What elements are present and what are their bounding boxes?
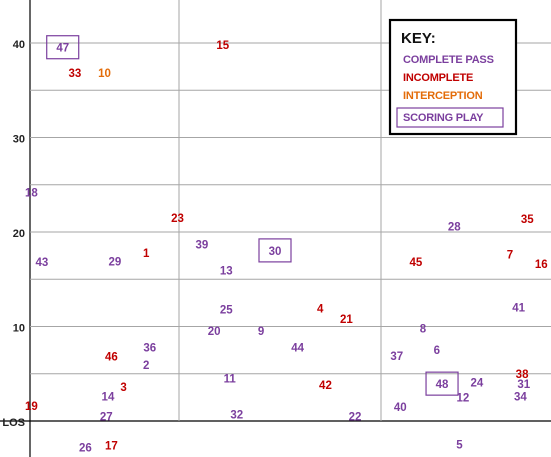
play-marker-complete: 27 <box>100 411 113 423</box>
y-tick-label: 40 <box>13 39 25 51</box>
legend-entry-complete: COMPLETE PASS <box>403 54 494 66</box>
play-marker-incomplete: 17 <box>105 441 118 453</box>
scoring-play-box <box>46 35 80 60</box>
play-marker-incomplete: 45 <box>410 257 423 269</box>
play-marker-complete: 25 <box>220 304 233 316</box>
play-marker-complete: 14 <box>102 391 115 403</box>
play-marker-complete: 28 <box>448 221 461 233</box>
play-marker-complete: 5 <box>456 440 463 452</box>
legend-entry-scoring: SCORING PLAY <box>403 112 484 124</box>
play-marker-complete: 2 <box>143 360 149 372</box>
play-marker-complete: 36 <box>143 342 156 354</box>
play-marker-incomplete: 38 <box>516 369 529 381</box>
play-marker-incomplete: 15 <box>216 40 229 52</box>
play-marker-complete: 48 <box>436 379 449 391</box>
legend-title: KEY: <box>401 30 436 47</box>
play-marker-incomplete: 3 <box>120 382 126 394</box>
play-marker-complete: 12 <box>457 392 470 404</box>
play-marker-incomplete: 42 <box>319 380 332 392</box>
play-marker-complete: 26 <box>79 442 92 454</box>
play-marker-incomplete: 1 <box>143 248 150 260</box>
scoring-play-box <box>258 238 292 263</box>
play-marker-complete: 30 <box>269 246 282 258</box>
play-marker-complete: 39 <box>196 239 209 251</box>
play-marker-complete: 32 <box>230 409 243 421</box>
play-marker-complete: 29 <box>109 256 122 268</box>
play-marker-complete: 24 <box>470 377 483 389</box>
y-tick-label: LOS <box>2 417 25 429</box>
play-marker-complete: 6 <box>434 345 440 357</box>
play-marker-complete: 31 <box>517 379 530 391</box>
play-marker-incomplete: 19 <box>25 401 38 413</box>
play-marker-complete: 13 <box>220 266 233 278</box>
play-marker-complete: 43 <box>35 257 48 269</box>
legend-entry-incomplete: INCOMPLETE <box>403 72 473 84</box>
play-marker-incomplete: 46 <box>105 352 118 364</box>
play-marker-complete: 11 <box>224 373 237 385</box>
play-marker-incomplete: 33 <box>69 68 82 80</box>
play-marker-complete: 22 <box>349 411 362 423</box>
play-marker-complete: 8 <box>420 323 427 335</box>
play-marker-incomplete: 7 <box>507 250 513 262</box>
y-tick-label: 20 <box>13 228 25 240</box>
play-marker-complete: 9 <box>258 326 264 338</box>
y-tick-label: 10 <box>13 323 25 335</box>
legend-entry-interception: INTERCEPTION <box>403 90 483 102</box>
play-marker-complete: 40 <box>394 402 407 414</box>
play-marker-incomplete: 21 <box>340 314 353 326</box>
play-marker-complete: 18 <box>25 187 38 199</box>
play-marker-incomplete: 16 <box>535 259 548 271</box>
play-marker-incomplete: 35 <box>521 214 534 226</box>
play-marker-complete: 41 <box>512 303 525 315</box>
play-marker-incomplete: 23 <box>171 213 184 225</box>
play-marker-interception: 10 <box>98 68 111 80</box>
scoring-play-box <box>425 371 459 396</box>
play-marker-complete: 47 <box>56 43 69 55</box>
play-marker-incomplete: 4 <box>317 304 324 316</box>
legend-box <box>388 18 518 136</box>
y-tick-label: 30 <box>13 134 25 146</box>
legend-scoring-swatch <box>396 107 504 128</box>
play-marker-complete: 20 <box>208 326 221 338</box>
play-marker-complete: 44 <box>291 342 304 354</box>
play-marker-complete: 34 <box>514 391 527 403</box>
y-axis-ticks: 40 30 20 10 LOS <box>2 39 25 429</box>
play-marker-complete: 37 <box>390 351 403 363</box>
legend: KEY: COMPLETE PASS INCOMPLETE INTERCEPTION S… <box>388 18 518 136</box>
